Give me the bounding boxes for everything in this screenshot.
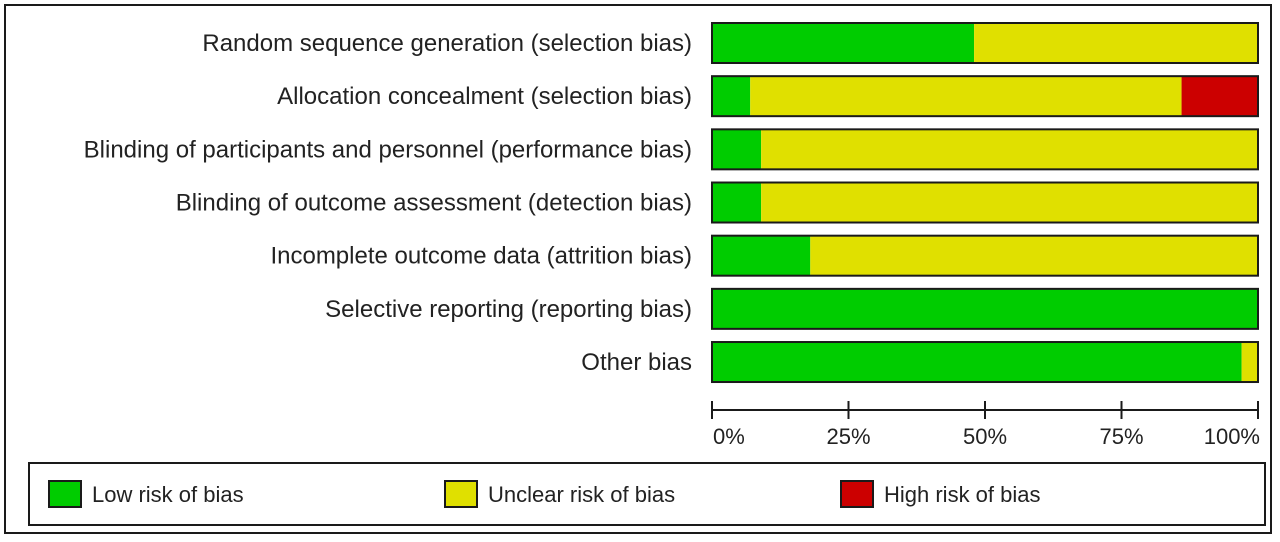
bar-outline xyxy=(711,341,1259,384)
bar-segment-low xyxy=(712,182,762,223)
bar-segment-low xyxy=(712,23,975,63)
bar-segment-unclear xyxy=(761,182,1258,223)
x-tick-label: 25% xyxy=(826,424,870,449)
bar-outline xyxy=(711,75,1259,118)
x-tick-label: 50% xyxy=(963,424,1007,449)
x-tick-label: 100% xyxy=(1204,424,1260,449)
bar-segment-high xyxy=(1181,76,1258,117)
category-label: Incomplete outcome data (attrition bias) xyxy=(270,243,692,270)
category-label: Random sequence generation (selection bi… xyxy=(202,30,692,57)
bar-segment-unclear xyxy=(750,76,1182,117)
bar-segment-low xyxy=(712,235,811,276)
x-tick-label: 75% xyxy=(1099,424,1143,449)
x-tick-label: 0% xyxy=(713,424,745,449)
chart-legend: Low risk of bias Unclear risk of bias Hi… xyxy=(28,462,1266,526)
bar-segment-low xyxy=(712,76,751,117)
bar-segment-low xyxy=(712,129,762,170)
bar-outline xyxy=(711,234,1259,277)
legend-swatch-unclear xyxy=(444,480,478,508)
risk-of-bias-figure: Random sequence generation (selection bi… xyxy=(4,4,1272,534)
bar-outline xyxy=(711,22,1259,64)
category-label: Allocation concealment (selection bias) xyxy=(277,83,692,110)
legend-label-unclear: Unclear risk of bias xyxy=(488,482,676,507)
bar-segment-unclear xyxy=(974,23,1258,63)
risk-of-bias-chart: Random sequence generation (selection bi… xyxy=(84,22,1260,449)
bar-segment-unclear xyxy=(761,129,1258,170)
bar-segment-low xyxy=(712,342,1242,383)
category-label: Blinding of participants and personnel (… xyxy=(84,136,692,163)
bar-outline xyxy=(711,287,1259,330)
legend-label-high: High risk of bias xyxy=(884,482,1041,507)
bar-outline xyxy=(711,128,1259,171)
legend-swatch-high xyxy=(840,480,874,508)
category-label: Blinding of outcome assessment (detectio… xyxy=(176,190,692,217)
category-label: Other bias xyxy=(581,349,692,376)
category-label: Selective reporting (reporting bias) xyxy=(325,296,692,323)
legend-label-low: Low risk of bias xyxy=(92,482,244,507)
bar-segment-unclear xyxy=(810,235,1258,276)
bar-segment-low xyxy=(712,288,1258,329)
bar-segment-unclear xyxy=(1241,342,1258,383)
bar-outline xyxy=(711,181,1259,224)
legend-swatch-low xyxy=(48,480,82,508)
